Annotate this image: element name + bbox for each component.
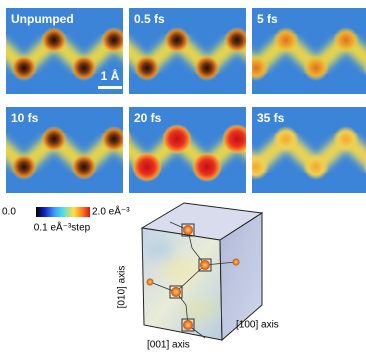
panel: 0.5 fs: [129, 8, 246, 94]
colorbar-step: 0.1 eÅ⁻³step: [34, 221, 91, 234]
panel-label: 0.5 fs: [134, 12, 165, 26]
panel: 35 fs: [252, 107, 366, 193]
axis-label: [001] axis: [147, 340, 190, 351]
panel: 20 fs: [129, 107, 246, 193]
panel: Unpumped 1 Å: [6, 8, 123, 94]
panel-label: 5 fs: [257, 12, 278, 26]
colorbar-min: 0.0: [2, 207, 16, 218]
crystal-cube: [140, 202, 264, 342]
panel-label: 35 fs: [257, 111, 285, 125]
panel-label: 20 fs: [134, 111, 162, 125]
colorbar: [36, 207, 90, 217]
panel: 5 fs: [252, 8, 366, 94]
panel: 10 fs: [6, 107, 123, 193]
scale-bar: [98, 86, 122, 89]
axis-label: [100] axis: [236, 320, 279, 331]
colorbar-max: 2.0 eÅ⁻³: [92, 205, 130, 218]
panel-label: 10 fs: [11, 111, 39, 125]
scale-bar-label: 1 Å: [101, 68, 120, 83]
panel-label: Unpumped: [11, 12, 74, 26]
axis-label: [010] axis: [117, 266, 128, 309]
